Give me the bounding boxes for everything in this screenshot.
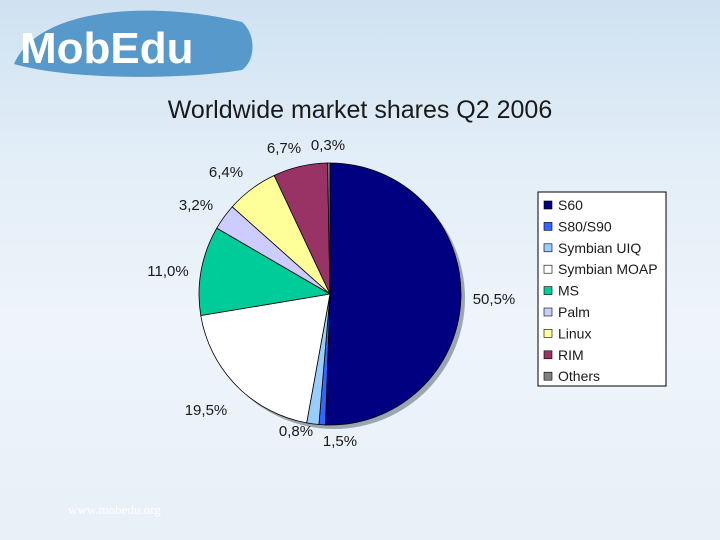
- legend-swatch: [543, 222, 553, 231]
- legend-label: S80/S90: [558, 218, 612, 234]
- legend-label: Others: [558, 368, 600, 384]
- pie-slices: [198, 162, 465, 429]
- legend-label: Symbian MOAP: [558, 261, 658, 277]
- mobedu-logo: MobEdu: [10, 8, 260, 84]
- footer-url: www.mobedu.org: [68, 502, 161, 517]
- legend-swatch: [543, 264, 553, 274]
- legend-swatch: [543, 243, 553, 253]
- legend-label: S60: [558, 197, 583, 213]
- data-label-others: 0,3%: [311, 137, 345, 154]
- legend-label: Symbian UIQ: [558, 240, 641, 256]
- data-label-linux: 6,4%: [209, 164, 243, 181]
- logo-swoosh: [14, 10, 253, 77]
- data-label-s60: 50,5%: [473, 291, 516, 308]
- data-label-symbian-moap: 19,5%: [185, 402, 228, 419]
- legend-label: Palm: [558, 304, 590, 320]
- data-labels: 50,5% 0,8% 1,5% 19,5% 11,0% 3,2% 6,4% 6,7% 0,3%: [147, 137, 515, 450]
- pie-slice-ms: [198, 227, 332, 316]
- logo-graphic: MobEdu: [14, 10, 253, 77]
- pie-slice-symbian-moap: [200, 293, 331, 424]
- legend-swatch: [543, 286, 553, 295]
- legend: S60 S80/S90 Symbian UIQ Symbian MOAP MS Palm L…: [537, 191, 667, 387]
- legend-box: [537, 191, 667, 387]
- data-label-rim: 6,7%: [267, 140, 301, 157]
- legend-label: Linux: [558, 325, 591, 341]
- legend-swatch: [543, 329, 553, 338]
- data-label-palm: 3,2%: [179, 197, 213, 214]
- legend-swatch: [543, 307, 553, 317]
- legend-label: RIM: [558, 347, 584, 363]
- data-label-symbian-uiq: 1,5%: [323, 433, 357, 450]
- legend-label: MS: [558, 283, 579, 299]
- chart-title: Worldwide market shares Q2 2006: [167, 96, 553, 124]
- legend-swatch: [543, 350, 553, 360]
- data-label-ms: 11,0%: [147, 263, 188, 280]
- pie-slice-others: [327, 162, 331, 295]
- logo-text: MobEdu: [20, 24, 194, 73]
- legend-swatch: [543, 371, 553, 381]
- pie-slice-s60: [325, 162, 462, 426]
- data-label-s80-s90: 0,8%: [279, 423, 313, 440]
- legend-swatch: [543, 200, 553, 210]
